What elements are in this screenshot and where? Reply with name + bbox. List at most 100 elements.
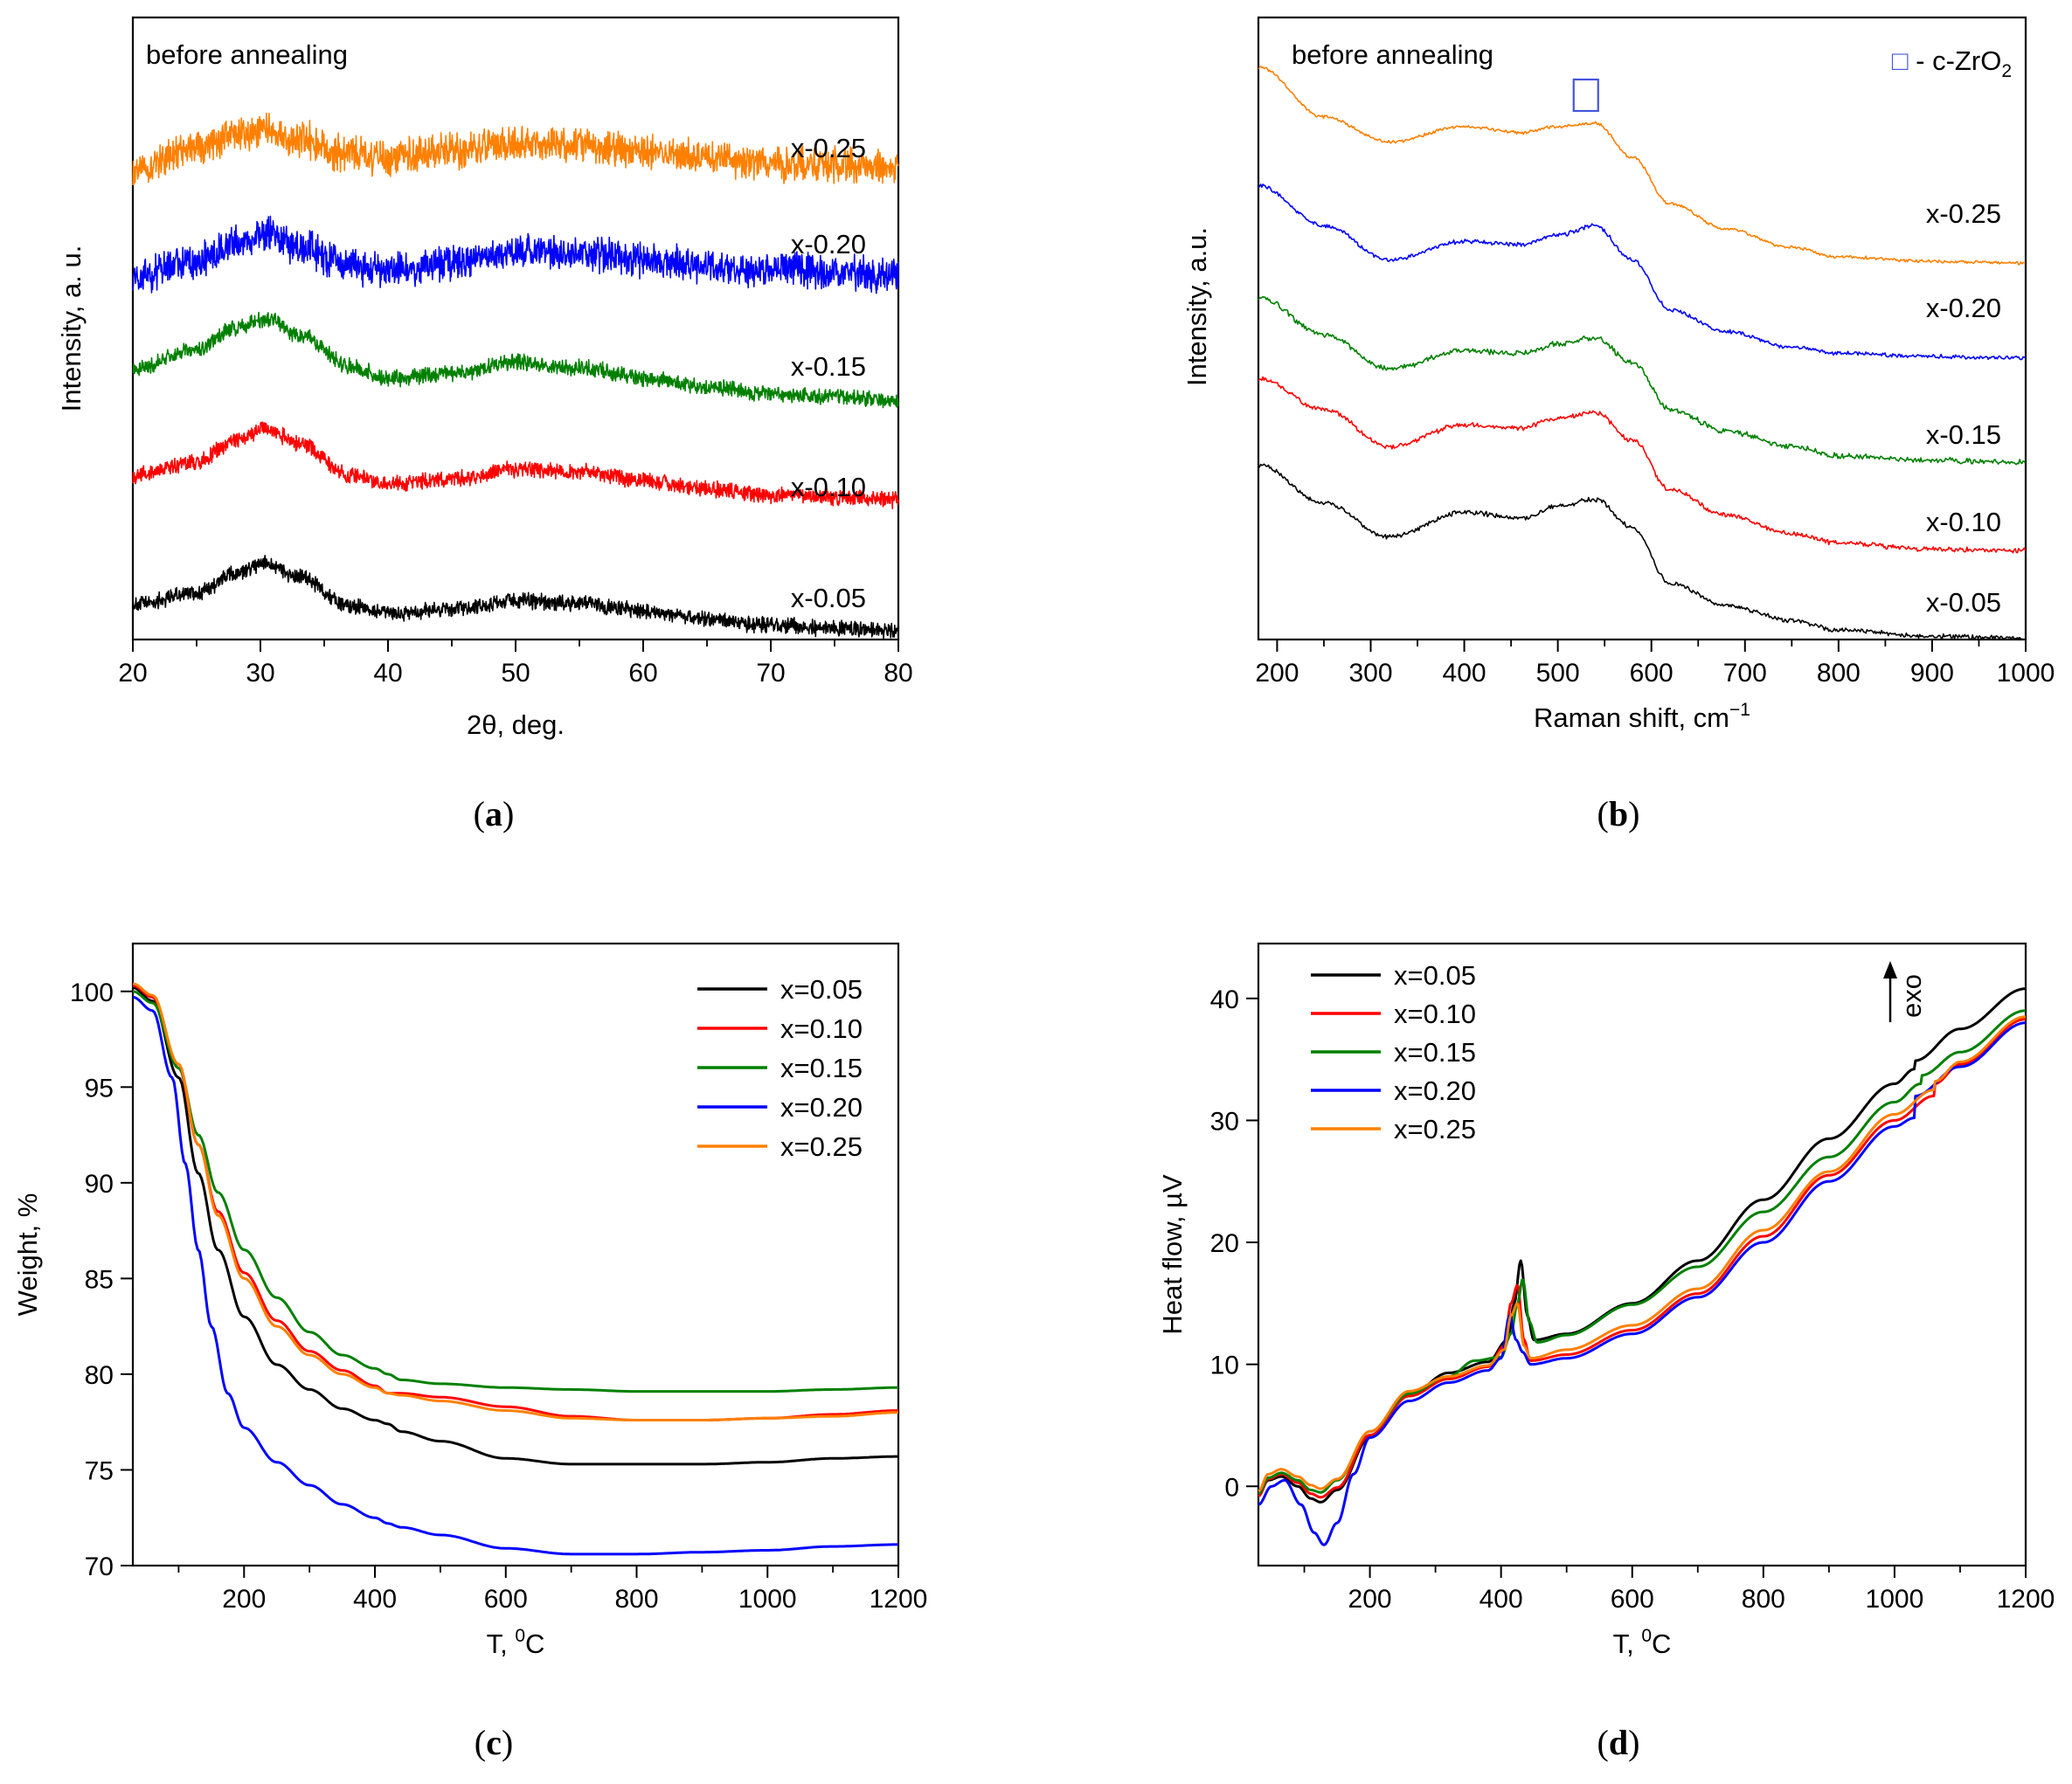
- legend-label: x=0.05: [780, 974, 863, 1005]
- chart-title: before annealing: [146, 39, 348, 70]
- series-line-x-0.05: [1258, 463, 2026, 641]
- legend-label: x=0.20: [1394, 1075, 1476, 1106]
- series-line-x=0.05: [132, 985, 898, 1466]
- chart-title: before annealing: [1292, 39, 1493, 70]
- x-tick-label: 70: [756, 659, 785, 688]
- y-tick-label: 80: [85, 1361, 114, 1390]
- x-tick-label: 1000: [1997, 659, 2055, 688]
- series-line-x=0.20: [1258, 1021, 2027, 1546]
- x-tick-label: 1000: [738, 1585, 797, 1614]
- caption-paren: (: [1597, 1723, 1609, 1762]
- series-label: x-0.10: [791, 472, 866, 502]
- exo-label: exo: [1896, 974, 1927, 1018]
- caption-d: (d): [1597, 1723, 1640, 1762]
- legend-label: x=0.20: [780, 1092, 863, 1123]
- y-tick-label: 95: [85, 1074, 114, 1103]
- y-axis-label: Intensity, a. u.: [56, 245, 87, 412]
- x-tick-label: 400: [1480, 1585, 1523, 1614]
- y-tick-label: 20: [1210, 1229, 1239, 1258]
- x-tick-label: 800: [1817, 659, 1861, 688]
- series-line-x-0.10: [132, 421, 899, 509]
- x-tick-label: 500: [1536, 659, 1580, 688]
- legend-label: x=0.15: [1394, 1037, 1476, 1068]
- y-axis-label: Weight, %: [12, 1193, 43, 1317]
- legend-label: x=0.10: [1394, 999, 1476, 1029]
- x-tick-label: 900: [1910, 659, 1954, 688]
- legend-label: x=0.10: [780, 1013, 863, 1044]
- x-tick-label: 800: [1742, 1585, 1785, 1614]
- plot-frame: [1257, 16, 2027, 641]
- x-axis-label-sup: 0: [515, 1626, 525, 1646]
- x-tick-label: 400: [353, 1585, 397, 1614]
- x-tick-label: 1000: [1866, 1585, 1924, 1614]
- x-tick-label: 1200: [1997, 1585, 2055, 1614]
- caption-letter: a: [485, 794, 502, 833]
- x-tick-label: 60: [628, 659, 657, 688]
- series-line-x-0.25: [1258, 66, 2026, 266]
- legend-label: x=0.15: [780, 1053, 863, 1083]
- y-axis-label: Heat flow, µV: [1157, 1174, 1188, 1335]
- y-tick-label: 85: [85, 1265, 114, 1294]
- x-axis-label-sup: −1: [1729, 700, 1750, 720]
- x-tick-label: 80: [884, 659, 912, 688]
- x-axis-label: T, 0C: [1613, 1626, 1672, 1659]
- x-tick-label: 200: [1348, 1585, 1392, 1614]
- series-label: x-0.20: [1926, 293, 2001, 323]
- x-tick-label: 600: [1611, 1585, 1654, 1614]
- caption-paren: ): [502, 794, 514, 833]
- caption-paren: ): [502, 1723, 513, 1762]
- series-line-x-0.20: [132, 215, 899, 294]
- x-tick-label: 200: [222, 1585, 266, 1614]
- series-line-x=0.10: [1258, 1018, 2026, 1499]
- legend-label: x=0.25: [1394, 1114, 1476, 1144]
- series-line-x-0.15: [132, 311, 899, 409]
- y-tick-label: 0: [1224, 1473, 1239, 1502]
- y-tick-label: 30: [1210, 1107, 1239, 1136]
- x-tick-label: 30: [246, 659, 274, 688]
- series-line-x-0.10: [1258, 376, 2027, 554]
- caption-paren: (: [474, 794, 485, 833]
- x-axis-label: 2θ, deg.: [467, 709, 565, 740]
- chart-b: 200 300 400 500 600 700 800 900 1000 before annea…: [1182, 16, 2055, 733]
- y-tick-label: 10: [1210, 1352, 1239, 1380]
- caption-paren: ): [1628, 794, 1639, 833]
- chart-c: 200 400 600 800 1000 1200 70 75 80 85 90 95 100 x=0.0…: [12, 942, 928, 1659]
- chart-a: 20 30 40 50 60 70 80 before annealing x-0.05 x-0.…: [56, 16, 913, 740]
- chart-d: 200 400 600 800 1000 1200 0 10 20 30 40 x=0.05 x=0.1…: [1157, 942, 2055, 1659]
- x-tick-label: 600: [484, 1585, 528, 1614]
- x-tick-label: 700: [1723, 659, 1767, 688]
- series-line-x=0.20: [132, 995, 898, 1556]
- series-line-x-0.05: [132, 555, 899, 640]
- y-tick-label: 90: [85, 1170, 114, 1199]
- series-label: x-0.05: [1926, 587, 2001, 618]
- x-tick-label: 200: [1255, 659, 1299, 688]
- caption-letter: d: [1609, 1723, 1628, 1762]
- series-line-x=0.15: [1258, 1009, 2026, 1495]
- series-line-x=0.25: [132, 982, 898, 1421]
- series-line-x-0.15: [1258, 295, 2027, 466]
- caption-paren: (: [475, 1723, 486, 1762]
- y-axis-label: Intensity, a.u.: [1182, 227, 1212, 386]
- x-tick-label: 50: [501, 659, 530, 688]
- x-axis-label: Raman shift, cm−1: [1534, 700, 1750, 733]
- series-label: x-0.15: [791, 351, 866, 382]
- caption-paren: (: [1597, 794, 1609, 833]
- y-tick-label: 70: [85, 1552, 114, 1581]
- series-line-x=0.10: [132, 984, 899, 1421]
- x-axis-label-sup: 0: [1641, 1626, 1652, 1646]
- peak-marker: [1572, 78, 1599, 113]
- y-tick-label: 75: [85, 1456, 114, 1485]
- caption-paren: ): [1628, 1723, 1639, 1762]
- series-line-x-0.20: [1258, 183, 2026, 361]
- x-axis-label-tail: C: [1652, 1628, 1671, 1659]
- series-label: x-0.10: [1926, 507, 2001, 537]
- x-tick-label: 300: [1348, 659, 1392, 688]
- x-tick-label: 600: [1630, 659, 1674, 688]
- legend-label: x=0.25: [780, 1131, 863, 1162]
- series-label: x-0.05: [791, 583, 866, 613]
- caption-c: (c): [475, 1723, 513, 1762]
- x-tick-label: 20: [118, 659, 147, 688]
- series-line-x-0.25: [132, 112, 899, 186]
- x-tick-label: 1200: [870, 1585, 928, 1614]
